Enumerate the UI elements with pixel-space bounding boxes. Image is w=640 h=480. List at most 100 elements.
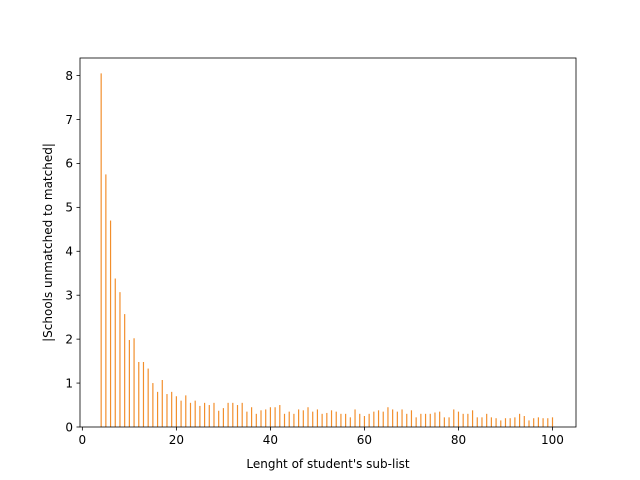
bar-96 bbox=[533, 418, 535, 427]
bar-43 bbox=[283, 413, 286, 427]
bar-9 bbox=[124, 314, 126, 427]
bar-88 bbox=[495, 418, 497, 427]
bar-68 bbox=[401, 409, 403, 427]
bar-35 bbox=[246, 411, 248, 428]
y-tick-label-8: 8 bbox=[65, 69, 73, 83]
bar-6 bbox=[109, 220, 112, 427]
bar-51 bbox=[321, 413, 323, 427]
bars-group bbox=[100, 73, 554, 428]
bar-7 bbox=[114, 278, 116, 427]
bar-54 bbox=[335, 411, 337, 428]
bar-83 bbox=[471, 410, 474, 427]
bar-32 bbox=[232, 402, 234, 427]
bar-55 bbox=[340, 413, 342, 427]
x-tick-label-20: 20 bbox=[169, 433, 184, 447]
y-tick-label-5: 5 bbox=[65, 201, 73, 215]
bar-33 bbox=[236, 405, 239, 427]
bar-61 bbox=[368, 413, 370, 427]
bar-97 bbox=[537, 417, 539, 427]
bar-58 bbox=[354, 409, 356, 427]
bar-99 bbox=[547, 418, 549, 427]
bar-59 bbox=[359, 413, 361, 427]
bar-40 bbox=[269, 407, 271, 427]
bar-70 bbox=[410, 410, 413, 427]
bar-91 bbox=[509, 418, 511, 427]
bar-62 bbox=[373, 411, 375, 428]
bar-21 bbox=[180, 400, 182, 427]
bar-38 bbox=[260, 410, 262, 427]
x-axis-label: Lenght of student's sub-list bbox=[246, 457, 410, 471]
x-tick-label-80: 80 bbox=[451, 433, 466, 447]
bar-31 bbox=[227, 402, 229, 427]
bar-10 bbox=[128, 340, 130, 427]
bar-4 bbox=[100, 73, 102, 428]
x-tick-label-0: 0 bbox=[79, 433, 87, 447]
bar-41 bbox=[274, 407, 276, 427]
bar-25 bbox=[199, 405, 201, 427]
y-tick-label-6: 6 bbox=[65, 157, 73, 171]
bar-12 bbox=[138, 361, 140, 427]
bar-5 bbox=[105, 174, 107, 427]
bar-67 bbox=[396, 411, 398, 428]
bar-36 bbox=[251, 407, 253, 427]
bar-74 bbox=[429, 413, 431, 427]
bar-56 bbox=[345, 413, 347, 427]
bar-23 bbox=[189, 402, 192, 427]
bar-18 bbox=[166, 394, 168, 427]
bar-17 bbox=[161, 380, 163, 427]
bar-37 bbox=[255, 413, 257, 427]
bar-15 bbox=[152, 383, 154, 427]
bar-87 bbox=[490, 417, 492, 427]
y-axis-label: |Schools unmatched to matched| bbox=[41, 143, 55, 342]
bar-69 bbox=[406, 413, 408, 427]
bar-52 bbox=[326, 412, 328, 427]
plot-frame bbox=[79, 57, 577, 428]
bar-8 bbox=[119, 292, 121, 427]
bar-89 bbox=[500, 420, 502, 427]
y-axis-ticks: 0 1 2 3 4 5 6 7 8 bbox=[65, 69, 80, 434]
y-tick-label-4: 4 bbox=[65, 245, 73, 259]
bar-30 bbox=[222, 408, 224, 427]
bar-53 bbox=[330, 410, 333, 427]
bar-78 bbox=[448, 417, 450, 427]
bar-63 bbox=[377, 410, 380, 427]
bar-27 bbox=[208, 405, 210, 427]
bar-73 bbox=[424, 413, 427, 427]
bar-84 bbox=[476, 417, 478, 427]
y-tick-label-0: 0 bbox=[65, 420, 73, 434]
bar-81 bbox=[462, 413, 464, 427]
bar-13 bbox=[142, 361, 145, 427]
y-tick-label-3: 3 bbox=[65, 289, 73, 303]
bar-86 bbox=[486, 413, 488, 427]
bar-65 bbox=[387, 407, 389, 427]
bar-85 bbox=[481, 417, 483, 427]
bar-72 bbox=[420, 413, 422, 427]
y-tick-label-7: 7 bbox=[65, 113, 73, 127]
bar-79 bbox=[453, 409, 455, 427]
bar-95 bbox=[528, 420, 530, 427]
bar-14 bbox=[147, 368, 149, 427]
x-tick-label-40: 40 bbox=[263, 433, 278, 447]
bar-60 bbox=[363, 416, 366, 427]
x-tick-label-60: 60 bbox=[357, 433, 372, 447]
bar-50 bbox=[316, 409, 319, 427]
bar-80 bbox=[457, 411, 460, 428]
bar-92 bbox=[514, 417, 516, 427]
bar-71 bbox=[415, 417, 417, 427]
bar-42 bbox=[279, 405, 281, 427]
bar-16 bbox=[156, 391, 159, 427]
bar-44 bbox=[288, 411, 290, 428]
bar-57 bbox=[349, 417, 351, 427]
bar-77 bbox=[443, 417, 445, 427]
bar-11 bbox=[133, 338, 135, 427]
bar-49 bbox=[312, 411, 314, 428]
x-axis-ticks: 0 20 40 60 80 100 bbox=[79, 427, 564, 447]
bar-90 bbox=[504, 418, 507, 427]
bar-34 bbox=[241, 402, 243, 427]
bar-45 bbox=[293, 413, 295, 427]
bar-75 bbox=[434, 412, 436, 427]
bar-24 bbox=[194, 400, 196, 427]
bar-22 bbox=[185, 395, 187, 427]
bar-93 bbox=[519, 413, 521, 427]
